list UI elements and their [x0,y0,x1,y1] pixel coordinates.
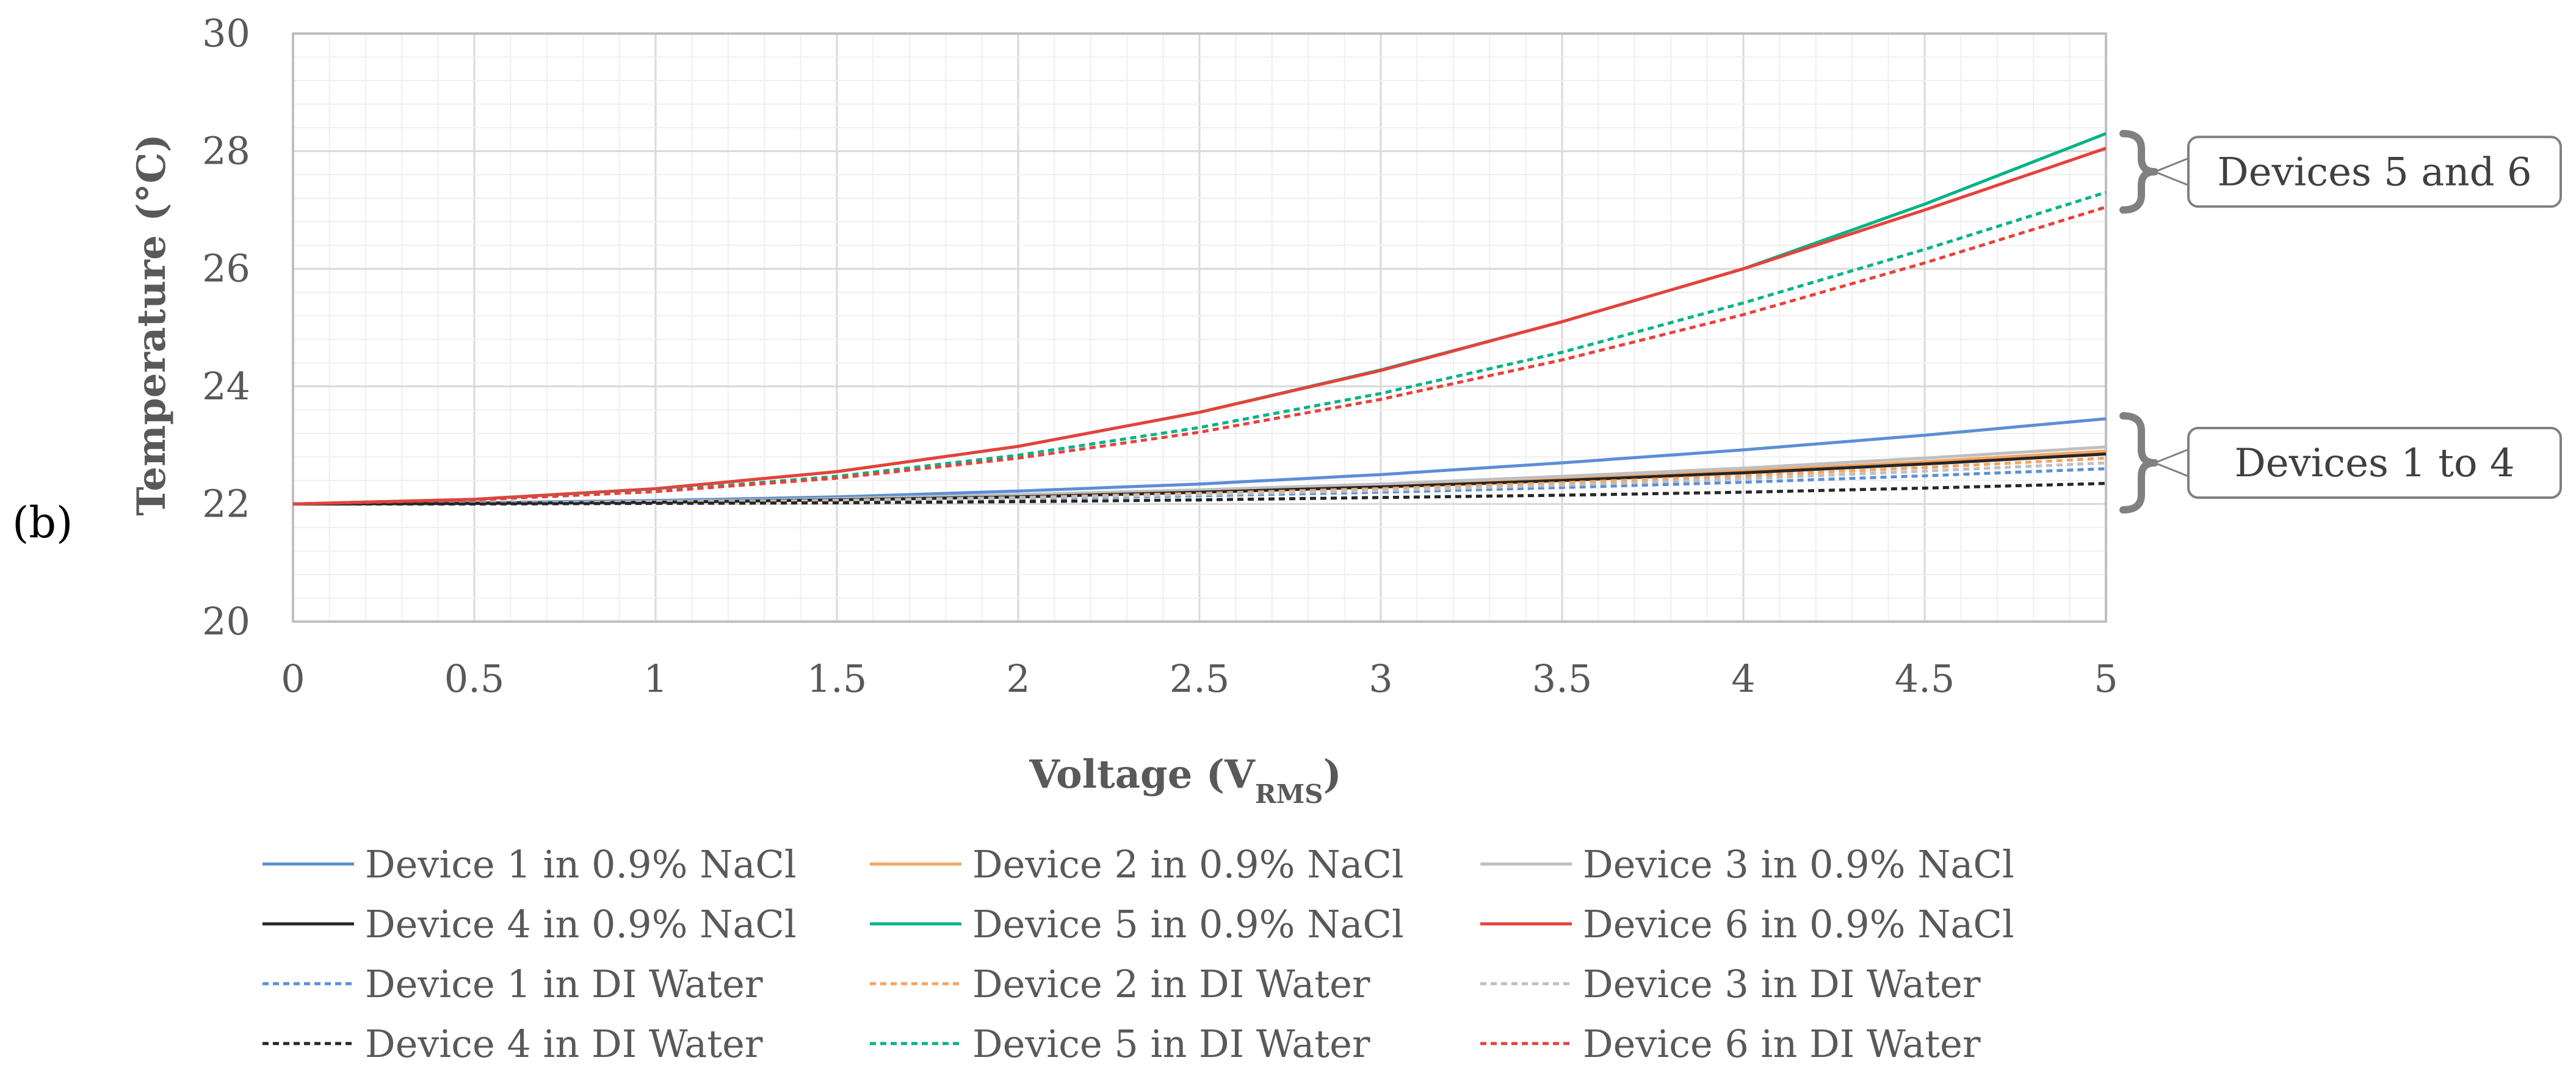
legend-label: Device 4 in 0.9% NaCl [365,902,797,946]
y-tick-label: 30 [202,11,250,56]
callout-box [2187,136,2562,208]
panel-label: (b) [12,498,73,548]
callout-pointer [2152,448,2190,478]
callout-brace [2119,129,2158,214]
y-axis-ticks: 20 22 24 26 28 30 [202,11,250,644]
legend-label: Device 3 in 0.9% NaCl [1583,842,2014,887]
x-axis-title-sub: RMS [1255,779,1323,809]
callout-brace [2119,412,2158,514]
x-axis-title-end: ) [1323,752,1341,797]
x-tick-label: 3.5 [1532,656,1593,701]
legend-label: Device 1 in DI Water [365,962,763,1006]
callout-pointer [2152,157,2190,187]
series-line [292,147,2107,506]
legend-label: Device 3 in DI Water [1583,962,1981,1006]
callouts: Devices 5 and 6 Devices 1 to 4 [2119,129,2562,514]
y-tick-label: 22 [202,481,250,526]
y-tick-label: 20 [202,599,250,644]
x-tick-label: 4.5 [1895,656,1955,701]
x-tick-label: 2.5 [1170,656,1230,701]
series-lines [292,132,2107,506]
callout-box [2187,426,2562,499]
legend-label: Device 5 in DI Water [972,1022,1370,1066]
x-axis-ticks: 0 0.5 1 1.5 2 2.5 3 3.5 4 4.5 5 [281,656,2118,701]
callout-label: Devices 5 and 6 [2217,150,2531,195]
x-axis-title-main: Voltage (V [1029,752,1256,797]
plot-area-frame [292,32,2107,623]
y-tick-label: 28 [202,129,250,173]
x-tick-label: 0 [281,656,305,701]
legend: Device 1 in 0.9% NaCl Device 2 in 0.9% Na… [262,842,2014,1066]
x-tick-label: 2 [1006,656,1030,701]
legend-label: Device 1 in 0.9% NaCl [365,842,797,887]
legend-label: Device 4 in DI Water [365,1022,763,1066]
x-tick-label: 1 [643,656,667,701]
x-axis-title: Voltage (VRMS) [1029,752,1342,809]
y-tick-label: 26 [202,246,250,291]
series-line [292,205,2107,506]
plot-border [292,32,2107,623]
x-tick-label: 1.5 [807,656,867,701]
callout-label: Devices 1 to 4 [2234,441,2514,486]
x-tick-label: 3 [1369,656,1392,701]
x-tick-label: 0.5 [444,656,505,701]
legend-label: Device 2 in DI Water [972,962,1370,1006]
legend-label: Device 2 in 0.9% NaCl [972,842,1404,887]
plot-grid [292,32,2107,623]
y-tick-label: 24 [202,364,250,408]
x-tick-label: 4 [1731,656,1755,701]
x-tick-label: 5 [2094,656,2118,701]
legend-label: Device 5 in 0.9% NaCl [972,902,1404,946]
series-line [293,482,2107,506]
legend-label: Device 6 in 0.9% NaCl [1583,902,2014,946]
legend-label: Device 6 in DI Water [1583,1022,1981,1066]
y-axis-title: Temperature (°C) [129,134,175,516]
